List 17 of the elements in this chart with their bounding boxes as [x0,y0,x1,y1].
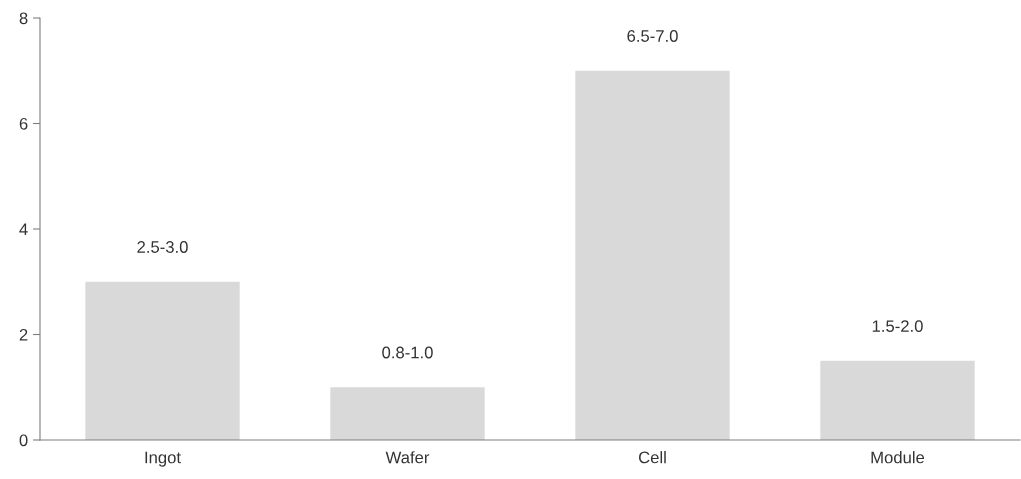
bar [85,281,240,440]
data-label: 0.8-1.0 [382,346,433,359]
bar [575,70,730,440]
y-tick-label: 0 [19,434,28,447]
bar [330,387,485,440]
x-tick-label: Wafer [385,451,430,464]
bar [820,360,975,440]
y-tick-label: 4 [19,223,28,236]
data-label: 6.5-7.0 [627,30,678,42]
x-tick-label: Cell [638,451,666,464]
y-tick-label: 2 [19,328,28,341]
data-label: 1.5-2.0 [872,320,923,333]
y-tick-label: 6 [19,117,28,130]
y-tick-label: 8 [19,12,28,25]
data-label: 2.5-3.0 [137,241,188,253]
x-tick-label: Module [871,451,925,464]
x-tick-label: Ingot [145,451,181,467]
